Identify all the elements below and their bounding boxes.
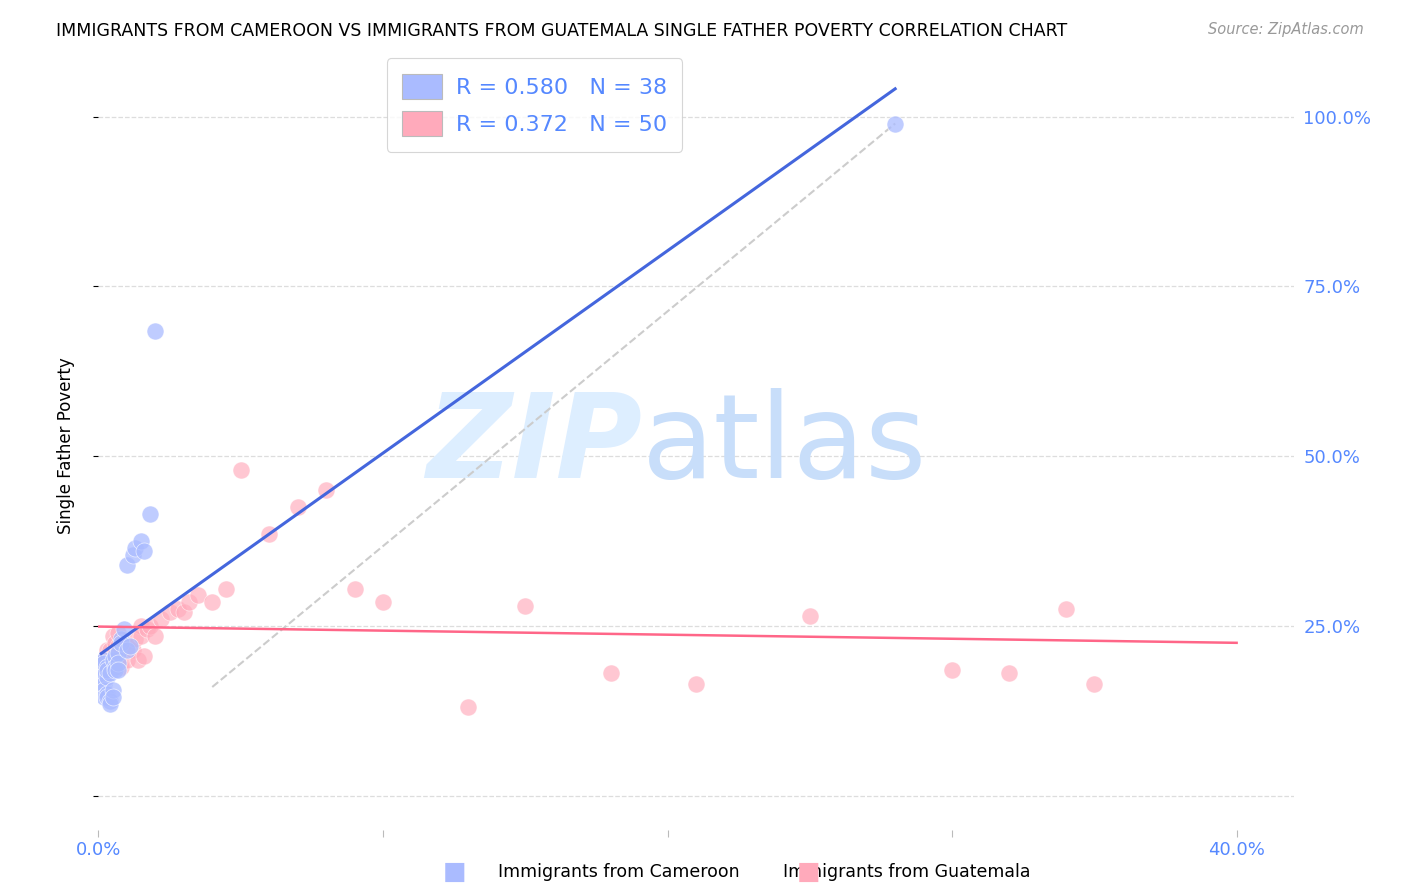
Point: [135, 622, 157, 636]
Point: [159, 605, 181, 619]
Point: [101, 683, 124, 698]
Point: [138, 619, 160, 633]
Point: [90, 663, 112, 677]
Point: [93, 653, 115, 667]
Point: [143, 629, 166, 643]
Point: [229, 463, 252, 477]
Point: [998, 666, 1021, 681]
Point: [107, 640, 129, 654]
Point: [96, 659, 118, 673]
Point: [129, 619, 152, 633]
Point: [107, 657, 129, 671]
Point: [884, 116, 907, 130]
Point: [115, 640, 138, 654]
Text: ■: ■: [443, 861, 465, 884]
Point: [1054, 602, 1077, 616]
Point: [98, 693, 121, 707]
Point: [112, 622, 135, 636]
Point: [343, 582, 366, 596]
Point: [96, 687, 118, 701]
Point: [110, 636, 132, 650]
Point: [129, 534, 152, 549]
Point: [104, 636, 127, 650]
Point: [93, 690, 115, 705]
Point: [101, 653, 124, 667]
Point: [98, 697, 121, 711]
Point: [118, 640, 141, 654]
Text: ■: ■: [797, 861, 820, 884]
Point: [98, 657, 121, 671]
Point: [121, 642, 143, 657]
Point: [129, 629, 152, 643]
Point: [101, 649, 124, 664]
Point: [799, 608, 821, 623]
Point: [96, 642, 118, 657]
Point: [90, 657, 112, 671]
Point: [96, 690, 118, 705]
Point: [515, 599, 537, 613]
Point: [98, 642, 121, 657]
Point: [371, 595, 394, 609]
Point: [115, 558, 138, 572]
Point: [599, 666, 621, 681]
Point: [101, 690, 124, 705]
Point: [101, 629, 124, 643]
Point: [257, 527, 280, 541]
Point: [93, 659, 115, 673]
Point: [93, 657, 115, 671]
Point: [96, 663, 118, 677]
Point: [112, 636, 135, 650]
Point: [96, 670, 118, 684]
Point: [98, 666, 121, 681]
Text: ZIP: ZIP: [426, 389, 643, 503]
Point: [127, 653, 149, 667]
Point: [93, 676, 115, 690]
Point: [90, 670, 112, 684]
Point: [1083, 676, 1105, 690]
Point: [104, 663, 127, 677]
Point: [115, 653, 138, 667]
Text: Immigrants from Guatemala: Immigrants from Guatemala: [783, 863, 1031, 881]
Text: IMMIGRANTS FROM CAMEROON VS IMMIGRANTS FROM GUATEMALA SINGLE FATHER POVERTY CORR: IMMIGRANTS FROM CAMEROON VS IMMIGRANTS F…: [56, 22, 1067, 40]
Point: [150, 612, 173, 626]
Text: Source: ZipAtlas.com: Source: ZipAtlas.com: [1208, 22, 1364, 37]
Point: [96, 653, 118, 667]
Point: [179, 595, 201, 609]
Point: [90, 657, 112, 671]
Legend: R = 0.580   N = 38, R = 0.372   N = 50: R = 0.580 N = 38, R = 0.372 N = 50: [387, 58, 682, 152]
Point: [173, 605, 195, 619]
Y-axis label: Single Father Poverty: Single Father Poverty: [56, 358, 75, 534]
Point: [93, 653, 115, 667]
Point: [104, 659, 127, 673]
Point: [93, 683, 115, 698]
Point: [107, 646, 129, 660]
Point: [110, 632, 132, 647]
Point: [187, 588, 209, 602]
Point: [143, 324, 166, 338]
Point: [124, 632, 146, 647]
Point: [104, 646, 127, 660]
Point: [124, 541, 146, 555]
Point: [110, 642, 132, 657]
Point: [287, 500, 309, 514]
Point: [138, 507, 160, 521]
Point: [107, 663, 129, 677]
Point: [121, 548, 143, 562]
Point: [132, 649, 155, 664]
Point: [167, 602, 190, 616]
Text: atlas: atlas: [643, 389, 928, 503]
Point: [315, 483, 337, 497]
Point: [104, 649, 127, 664]
Point: [110, 659, 132, 673]
Point: [132, 544, 155, 558]
Point: [201, 595, 224, 609]
Point: [107, 625, 129, 640]
Point: [457, 700, 479, 714]
Point: [215, 582, 238, 596]
Text: Immigrants from Cameroon: Immigrants from Cameroon: [498, 863, 740, 881]
Point: [941, 663, 963, 677]
Point: [115, 642, 138, 657]
Point: [685, 676, 707, 690]
